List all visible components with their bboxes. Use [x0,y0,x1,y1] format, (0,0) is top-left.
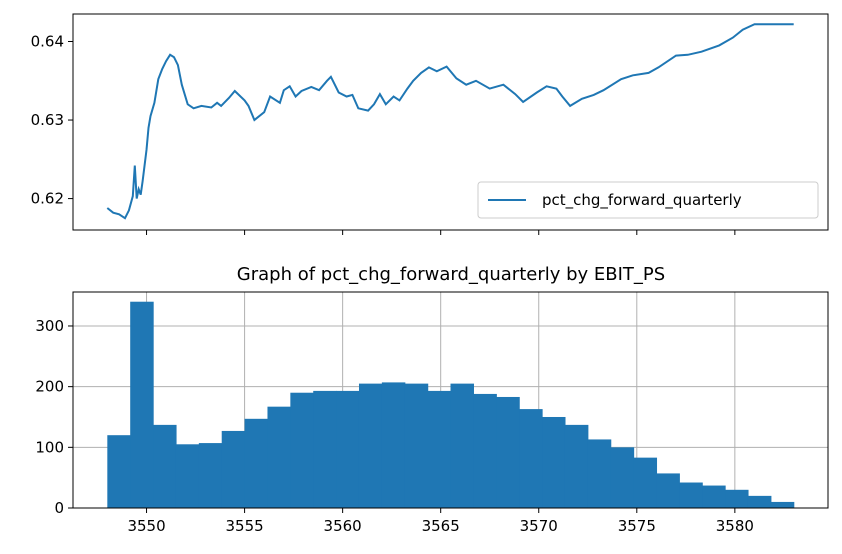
histogram-bar [564,424,589,508]
line-chart-ytick-label: 0.62 [31,190,64,208]
histogram-bar [175,444,200,508]
histogram-ytick-label: 300 [35,317,64,335]
histogram-bar-layer [107,301,795,508]
histogram-bar [633,457,658,508]
histogram-bar [267,406,291,508]
histogram-bar [404,383,429,508]
histogram-title: Graph of pct_chg_forward_quarterly by EB… [237,264,665,285]
histogram-bar [130,301,154,508]
histogram-bar [358,383,383,508]
histogram-bar [381,382,406,508]
histogram-bar [747,495,772,508]
histogram-bar [702,485,726,508]
histogram-bar [473,393,497,508]
histogram-bar [679,482,703,508]
histogram-bar [427,390,452,508]
histogram-xtick-label: 3580 [716,517,754,535]
histogram-ytick-label: 100 [35,438,64,456]
histogram-bar [725,489,749,508]
histogram-bar [107,435,131,508]
histogram-frame [72,291,829,509]
histogram-bar [770,501,795,508]
histogram-xtick-label: 3555 [225,517,263,535]
line-chart-panel: 0.62 0.63 0.64 pct_chg_forward_quarterly [31,13,829,235]
legend-label: pct_chg_forward_quarterly [542,191,742,210]
histogram-bar [153,424,177,508]
histogram-bar [198,443,223,508]
histogram-panel: Graph of pct_chg_forward_quarterly by EB… [35,264,829,535]
histogram-bar [244,418,269,508]
line-chart-ytick-layer: 0.62 0.63 0.64 [31,32,73,208]
line-chart-ytick-label: 0.63 [31,111,64,129]
histogram-bar [336,390,360,508]
histogram-bar [496,396,520,508]
histogram-ytick-label: 200 [35,378,64,396]
histogram-xtick-label: 3570 [520,517,558,535]
histogram-xtick-layer: 3550 3555 3560 3565 3570 3575 3580 [127,508,754,535]
histogram-xtick-label: 3565 [422,517,460,535]
histogram-bar [519,409,543,508]
series-line-pct-chg-forward-quarterly [106,23,794,220]
histogram-xtick-label: 3560 [324,517,362,535]
histogram-bar [221,430,246,508]
histogram-xtick-label: 3575 [618,517,656,535]
line-chart-ytick-label: 0.64 [31,32,64,50]
histogram-ytick-layer: 0 100 200 300 [35,317,73,517]
legend: pct_chg_forward_quarterly [477,181,819,219]
histogram-bar [587,439,612,508]
line-chart-frame [72,13,829,231]
legend-box [477,181,819,219]
histogram-ytick-label: 0 [54,499,64,517]
histogram-bar [290,392,314,508]
histogram-bar [313,390,337,508]
line-chart-xtick-layer [146,230,736,235]
histogram-bar [542,416,566,508]
histogram-bar [610,447,635,508]
histogram-bar [450,383,474,508]
histogram-bar [656,473,680,508]
histogram-xtick-label: 3550 [127,517,165,535]
